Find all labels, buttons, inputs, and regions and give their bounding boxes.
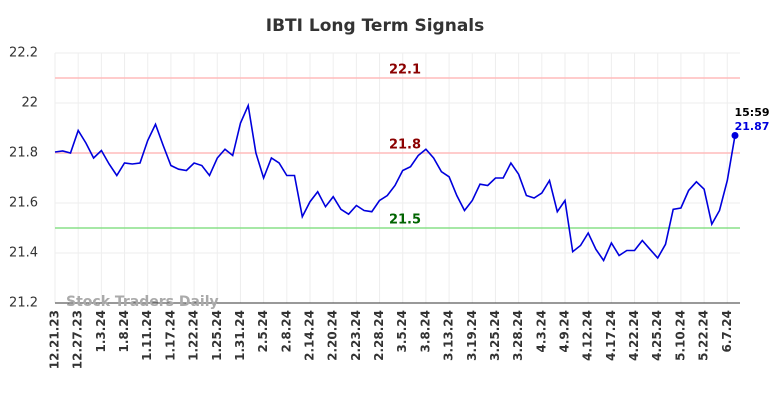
x-tick-label: 4.22.24 (627, 310, 641, 361)
x-tick-label: 1.8.24 (117, 310, 131, 353)
x-tick-label: 6.7.24 (720, 310, 734, 353)
y-tick-label: 22.2 (9, 46, 38, 61)
y-tick-label: 21.4 (9, 246, 38, 261)
x-tick-label: 1.22.24 (187, 310, 201, 361)
x-tick-label: 1.25.24 (210, 310, 224, 361)
y-tick-label: 21.8 (9, 146, 38, 161)
x-tick-label: 1.11.24 (140, 310, 154, 361)
reference-label: 22.1 (389, 63, 421, 78)
x-tick-label: 4.12.24 (581, 310, 595, 361)
x-tick-label: 2.14.24 (303, 310, 317, 361)
last-point (731, 132, 739, 139)
x-tick-label: 5.10.24 (673, 310, 687, 361)
x-tick-label: 3.25.24 (488, 310, 502, 361)
x-tick-label: 1.3.24 (94, 310, 108, 353)
x-tick-label: 4.25.24 (650, 310, 664, 361)
y-tick-label: 21.2 (9, 296, 38, 311)
x-tick-label: 12.27.23 (71, 310, 85, 369)
x-tick-label: 2.23.24 (349, 310, 363, 361)
x-tick-label: 3.8.24 (418, 310, 432, 353)
x-tick-label: 3.28.24 (511, 310, 525, 361)
x-tick-label: 2.8.24 (279, 310, 293, 353)
chart-title: IBTI Long Term Signals (266, 16, 484, 36)
x-tick-label: 2.28.24 (372, 310, 386, 361)
x-tick-label: 4.9.24 (558, 310, 572, 353)
x-tick-label: 3.13.24 (442, 310, 456, 361)
y-tick-label: 22 (21, 96, 38, 111)
x-tick-label: 1.17.24 (163, 310, 177, 361)
x-tick-label: 4.3.24 (534, 310, 548, 353)
last-value: 21.87 (735, 120, 770, 133)
x-tick-label: 4.17.24 (604, 310, 618, 361)
y-tick-label: 21.6 (9, 196, 38, 211)
x-tick-label: 2.5.24 (256, 310, 270, 353)
series-line (54, 102, 736, 263)
x-tick-label: 1.31.24 (233, 310, 247, 361)
x-tick-label: 5.22.24 (697, 310, 711, 361)
x-tick-label: 3.5.24 (395, 310, 409, 353)
watermark: Stock Traders Daily (66, 294, 219, 310)
x-tick-label: 3.19.24 (465, 310, 479, 361)
last-time: 15:59 (734, 106, 769, 119)
x-tick-label: 2.20.24 (326, 310, 340, 361)
x-tick-label: 12.21.23 (48, 310, 62, 369)
reference-label: 21.8 (389, 138, 421, 153)
reference-label: 21.5 (389, 213, 421, 228)
